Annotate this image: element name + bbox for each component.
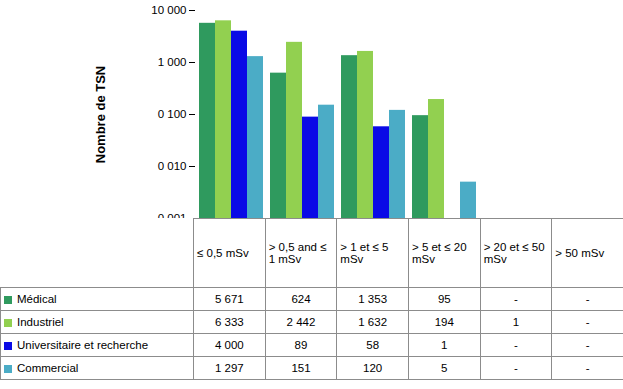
html-text:> 50 mSv: > 50 mSv (555, 247, 605, 259)
html-text:95: 95 (437, 293, 451, 305)
html-text:Industriel: Industriel (17, 316, 64, 328)
html-text:≤ 0,5 mSv: ≤ 0,5 mSv (197, 247, 249, 259)
svg-text:0 100: 0 100 (158, 108, 187, 120)
html-text:89: 89 (294, 339, 308, 351)
html-text:2 442: 2 442 (286, 316, 316, 328)
svg-text:0 010: 0 010 (158, 160, 187, 172)
html-text:> 1 et ≤ 5 mSv: > 1 et ≤ 5 mSv (340, 241, 389, 265)
html-text:4 000: 4 000 (214, 339, 244, 351)
html-text:120: 120 (363, 362, 383, 374)
html-text:194: 194 (434, 316, 454, 328)
html-text:1 297: 1 297 (214, 362, 244, 374)
html-text:5: 5 (441, 362, 448, 374)
html-text:Universitaire et recherche: Universitaire et recherche (17, 339, 148, 351)
svg-text:10 000: 10 000 (151, 4, 186, 16)
html-text:1 632: 1 632 (358, 316, 387, 328)
html-text:1: 1 (441, 339, 448, 351)
html-text:> 5 et ≤ 20 mSv: > 5 et ≤ 20 mSv (412, 241, 467, 265)
html-text:> 20 et ≤ 50 mSv: > 20 et ≤ 50 mSv (483, 241, 545, 265)
svg-text:Nombre de TSN: Nombre de TSN (93, 66, 108, 164)
html-text:1 353: 1 353 (358, 293, 387, 305)
html-text:> 0,5 and ≤ 1 mSv: > 0,5 and ≤ 1 mSv (268, 241, 327, 265)
html-text:58: 58 (366, 339, 379, 351)
html-text:5 671: 5 671 (214, 293, 244, 305)
html-text:1: 1 (512, 316, 520, 328)
html-text:Commercial: Commercial (17, 362, 79, 374)
html-text:6 333: 6 333 (214, 316, 244, 328)
html-text:151: 151 (291, 362, 311, 374)
svg-text:1 000: 1 000 (158, 56, 187, 68)
html-text:Médical: Médical (17, 293, 57, 305)
svg-text:0 001: 0 001 (158, 212, 187, 218)
html-text:624: 624 (291, 293, 311, 305)
